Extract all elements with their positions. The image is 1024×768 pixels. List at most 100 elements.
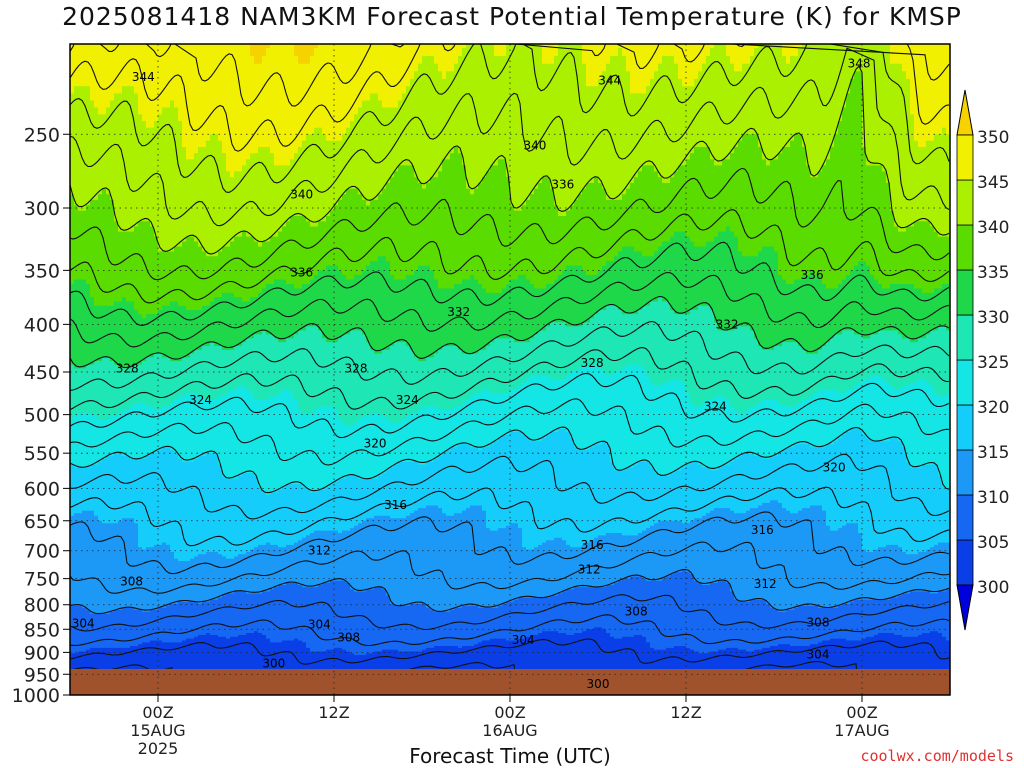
shade-cell — [854, 523, 859, 601]
shade-cell — [118, 93, 123, 233]
shade-cell — [230, 292, 235, 351]
shade-cell — [838, 393, 843, 439]
shade-cell — [870, 551, 875, 601]
shade-cell — [302, 642, 307, 695]
shade-cell — [286, 484, 291, 546]
shade-cell — [474, 505, 479, 607]
shade-cell — [230, 478, 235, 560]
shade-cell — [154, 453, 159, 546]
shade-cell — [278, 342, 283, 394]
shade-cell — [782, 406, 787, 451]
shade-cell — [430, 505, 435, 611]
shade-cell — [822, 389, 827, 448]
shade-cell — [570, 265, 575, 327]
shade-cell — [814, 605, 819, 645]
shade-cell — [210, 256, 215, 303]
shade-cell — [630, 314, 635, 366]
y-tick-label: 800 — [24, 595, 60, 617]
shade-cell — [726, 159, 731, 228]
shade-cell — [562, 540, 567, 592]
shade-cell — [898, 634, 903, 695]
shade-cell — [570, 205, 575, 267]
shade-cell — [314, 587, 319, 653]
shade-cell — [70, 464, 75, 517]
shade-cell — [610, 199, 615, 262]
shade-cell — [766, 165, 771, 248]
shade-cell — [394, 422, 399, 466]
colorbar-band — [956, 494, 974, 541]
shade-cell — [246, 593, 251, 634]
shade-cell — [450, 44, 455, 72]
shade-cell — [714, 44, 719, 166]
shade-cell — [74, 205, 79, 281]
x-tick-label: 12Z — [318, 703, 349, 722]
shade-cell — [382, 416, 387, 474]
shade-cell — [90, 613, 95, 649]
contour-340 — [70, 65, 950, 255]
shade-cell — [238, 44, 243, 172]
shade-cell — [74, 605, 79, 654]
shade-cell — [654, 44, 659, 72]
shade-cell — [438, 44, 443, 72]
shade-cell — [310, 44, 315, 57]
shade-cell — [510, 44, 515, 206]
shade-cell — [354, 44, 359, 115]
shade-cell — [818, 44, 823, 172]
shade-cell — [354, 188, 359, 276]
shade-cell — [938, 542, 943, 592]
shade-cell — [682, 569, 687, 647]
shade-cell — [522, 547, 527, 599]
shade-cell — [302, 283, 307, 331]
shade-cell — [150, 314, 155, 358]
shade-cell — [866, 636, 871, 695]
shade-cell — [322, 489, 327, 532]
shade-cell — [178, 396, 183, 460]
shade-cell — [794, 406, 799, 445]
shade-cell — [938, 396, 943, 477]
contour-label: 316 — [751, 523, 774, 537]
shade-cell — [458, 55, 463, 154]
shade-cell — [690, 153, 695, 243]
shade-cell — [678, 78, 683, 166]
shade-cell — [594, 86, 599, 178]
shade-cell — [558, 593, 563, 634]
shade-cell — [902, 636, 907, 695]
shade-cell — [934, 44, 939, 135]
shade-cell — [138, 403, 143, 460]
shade-cell — [410, 603, 415, 653]
shade-cell — [654, 171, 659, 253]
colorbar-label: 345 — [977, 173, 1009, 193]
shade-cell — [698, 44, 703, 72]
shade-cell — [526, 549, 531, 599]
shade-cell — [902, 44, 907, 72]
shade-cell — [522, 274, 527, 343]
shade-cell — [862, 435, 867, 551]
shade-cell — [886, 441, 891, 546]
shade-cell — [666, 382, 671, 477]
shade-cell — [322, 221, 327, 271]
shade-cell — [582, 544, 587, 588]
shade-cell — [298, 540, 303, 586]
shade-cell — [362, 334, 367, 417]
shade-cell — [534, 44, 539, 190]
shade-cell — [150, 640, 155, 695]
shade-cell — [578, 368, 583, 451]
shade-cell — [542, 63, 547, 178]
shade-cell — [702, 44, 707, 65]
shade-cell — [626, 636, 631, 695]
shade-cell — [734, 71, 739, 148]
shade-cell — [110, 611, 115, 649]
shade-cell — [218, 251, 223, 298]
shade-cell — [902, 338, 907, 387]
shade-cell — [586, 86, 591, 184]
shade-cell — [690, 241, 695, 311]
shade-cell — [826, 525, 831, 609]
shade-cell — [346, 44, 351, 129]
shade-cell — [714, 165, 719, 238]
shade-cell — [550, 283, 555, 323]
shade-cell — [946, 283, 950, 331]
shade-cell — [338, 419, 343, 480]
shade-cell — [562, 270, 567, 323]
shade-cell — [238, 386, 243, 477]
